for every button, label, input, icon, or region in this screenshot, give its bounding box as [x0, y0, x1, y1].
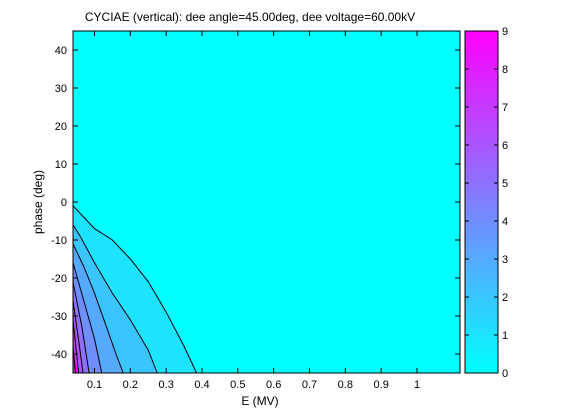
- x-tick-label: 0.8: [338, 379, 353, 391]
- x-tick-label: 0.4: [194, 379, 209, 391]
- y-tick-label: -30: [51, 311, 67, 323]
- colorbar-tick-label: 5: [502, 178, 508, 190]
- contour-line-level-5: [73, 281, 90, 373]
- x-tick-label: 0.5: [230, 379, 245, 391]
- x-tick-label: 1: [414, 379, 420, 391]
- x-tick-label: 0.3: [159, 379, 174, 391]
- y-tick-label: 10: [55, 159, 67, 171]
- x-tick-label: 0.6: [266, 379, 281, 391]
- y-tick-label: -10: [51, 235, 67, 247]
- plot-area: 0.1 0.2 0.3 0.4 0.5 0.6 0.7 0.8 0.9 1 -40 -30 -20 -10…: [51, 30, 461, 391]
- x-tick-label: 0.7: [302, 379, 317, 391]
- contour-line-level-2: [73, 224, 158, 373]
- colorbar-tick-label: 0: [502, 368, 508, 380]
- colorbar-gradient: [464, 30, 499, 374]
- x-tick-label: 0.2: [123, 379, 138, 391]
- x-axis-label: E (MV): [241, 394, 278, 408]
- colorbar-tick-label: 1: [502, 330, 508, 342]
- colorbar-tick-label: 8: [502, 64, 508, 76]
- y-tick-label: 0: [61, 197, 67, 209]
- chart-title: CYCIAE (vertical): dee angle=45.00deg, d…: [85, 10, 415, 24]
- contour-line-level-1: [73, 205, 198, 373]
- y-tick-label: 30: [55, 83, 67, 95]
- contour-line-level-3: [73, 243, 124, 373]
- y-tick-label: -40: [51, 349, 67, 361]
- colorbar-tick-label: 2: [502, 292, 508, 304]
- colorbar-tick-label: 6: [502, 140, 508, 152]
- y-axis-label: phase (deg): [31, 170, 45, 234]
- colorbar: 0 1 2 3 4 5 6 7 8 9: [464, 26, 508, 380]
- contour-line-level-4: [73, 262, 103, 373]
- y-tick-label: -20: [51, 273, 67, 285]
- colorbar-tick-label: 9: [502, 26, 508, 38]
- colorbar-tick-label: 3: [502, 254, 508, 266]
- colorbar-tick-label: 7: [502, 102, 508, 114]
- x-tick-label: 0.9: [374, 379, 389, 391]
- x-tick-label: 0.1: [87, 379, 102, 391]
- colorbar-tick-label: 4: [502, 216, 508, 228]
- y-tick-label: 20: [55, 121, 67, 133]
- y-tick-label: 40: [55, 45, 67, 57]
